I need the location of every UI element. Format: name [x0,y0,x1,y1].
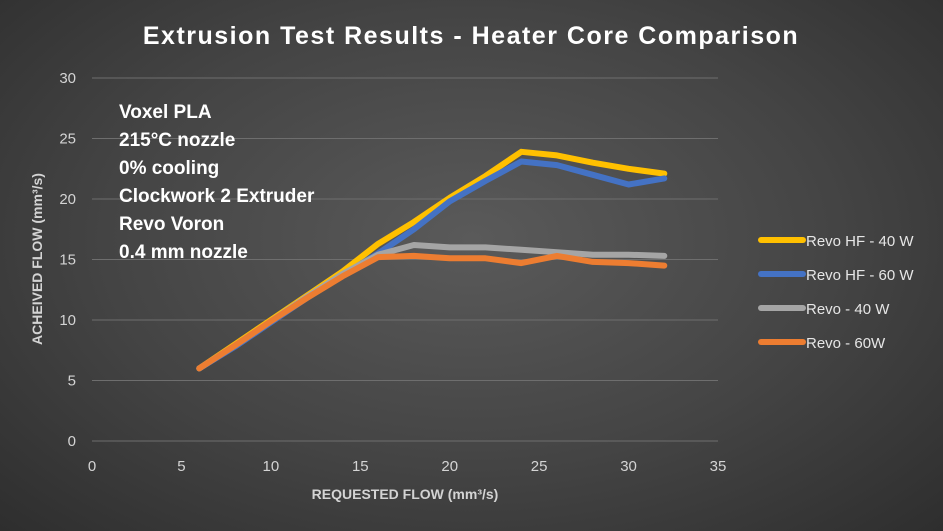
x-tick-label: 0 [88,458,96,475]
x-tick-label: 15 [352,458,369,475]
annotation-line: 0% cooling [119,158,219,179]
legend-label: Revo HF - 60 W [806,267,914,284]
x-tick-label: 5 [177,458,185,475]
chart-title: Extrusion Test Results - Heater Core Com… [143,22,799,50]
test-conditions-annotation: Voxel PLA 215°C nozzle 0% cooling Clockw… [119,102,315,263]
plot-area [196,148,668,372]
y-tick-label: 5 [68,373,76,390]
x-tick-label: 25 [531,458,548,475]
x-tick-label: 10 [263,458,280,475]
x-axis-label: REQUESTED FLOW (mm³/s) [312,486,499,502]
series-line [196,252,668,372]
y-tick-label: 25 [59,131,76,148]
legend-label: Revo HF - 40 W [806,233,914,250]
y-tick-label: 20 [59,191,76,208]
x-tick-label: 35 [710,458,727,475]
legend-label: Revo - 60W [806,335,886,352]
annotation-line: 0.4 mm nozzle [119,242,248,263]
axes: 0 5 10 15 20 25 30 0 5 10 15 20 25 30 35 [59,70,726,475]
legend: Revo HF - 40 W Revo HF - 60 W Revo - 40 W R… [758,233,914,352]
y-tick-label: 15 [59,252,76,269]
y-tick-label: 10 [59,312,76,329]
legend-label: Revo - 40 W [806,301,890,318]
annotation-line: Revo Voron [119,214,224,235]
y-tick-label: 0 [68,433,76,450]
annotation-line: Voxel PLA [119,102,212,123]
annotation-line: 215°C nozzle [119,130,235,151]
y-tick-label: 30 [59,70,76,87]
x-tick-label: 30 [620,458,637,475]
y-axis-label: ACHEIVED FLOW (mm³/s) [29,173,45,345]
gridlines [92,77,718,442]
annotation-line: Clockwork 2 Extruder [119,186,315,207]
x-tick-label: 20 [441,458,458,475]
